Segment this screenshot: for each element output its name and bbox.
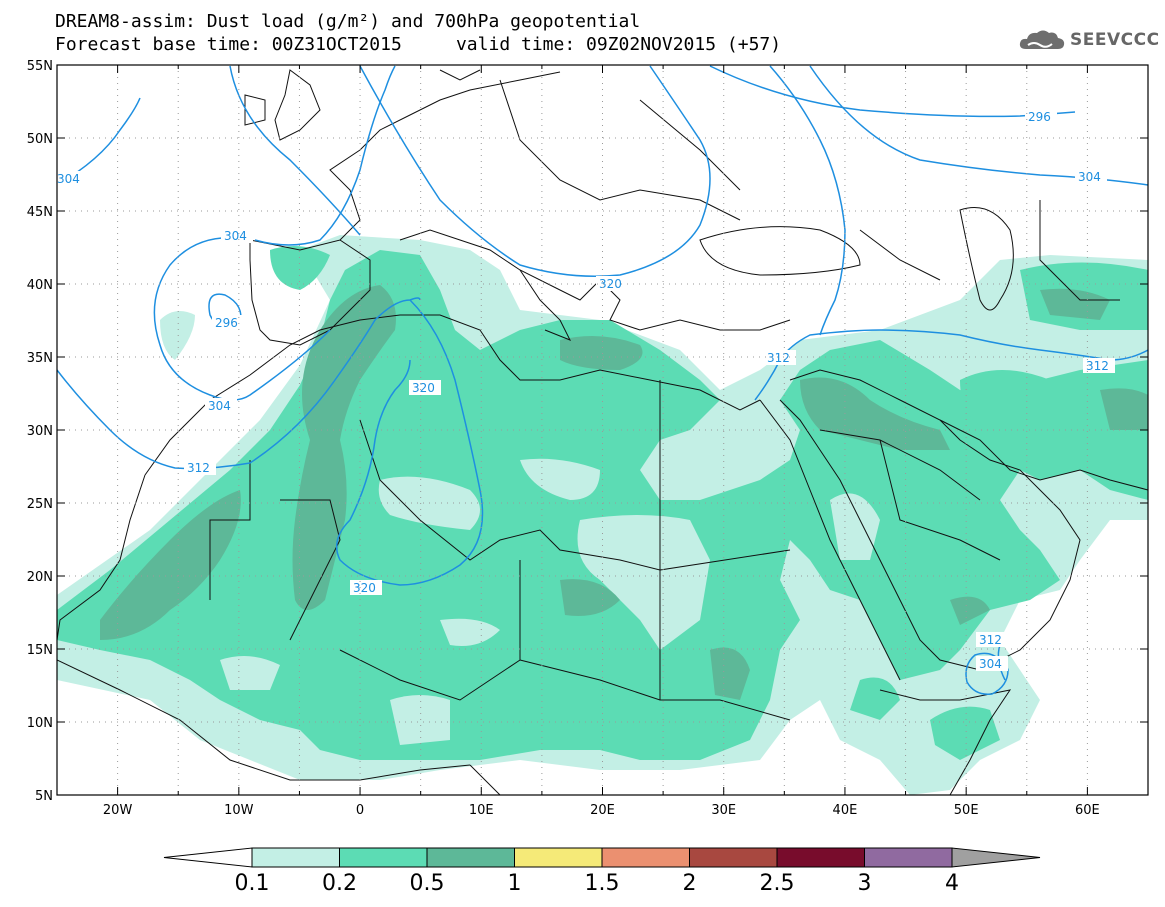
colorbar-tick-label: 1 (507, 871, 522, 896)
lon-label: 0 (356, 803, 364, 818)
contour-label: 320 (412, 381, 435, 395)
colorbar-tick-label: 1.5 (584, 871, 620, 896)
map-subtitle: Forecast base time: 00Z31OCT2015 valid t… (55, 35, 781, 55)
contour-label: 320 (599, 277, 622, 291)
colorbar-segment (951, 847, 1041, 868)
colorbar-tick-label: 0.1 (234, 871, 270, 896)
colorbar-segment (864, 847, 953, 868)
contour-label: 304 (224, 229, 247, 243)
contour-label: 296 (215, 316, 238, 330)
base-time: Forecast base time: 00Z31OCT2015 (55, 34, 402, 55)
colorbar-tick-label: 0.5 (409, 871, 445, 896)
contour-label: 304 (57, 172, 80, 186)
colorbar-tick-label: 2.5 (759, 871, 795, 896)
lon-label: 30E (711, 803, 736, 818)
lat-label: 45N (27, 205, 53, 220)
lon-label: 20W (103, 803, 133, 818)
colorbar-segment (776, 847, 865, 868)
lat-label: 40N (27, 278, 53, 293)
lat-label: 20N (27, 570, 53, 585)
logo-text: SEEVCCC (1070, 30, 1160, 50)
colorbar-segment (514, 847, 603, 868)
valid-time: valid time: 09Z02NOV2015 (+57) (455, 34, 782, 55)
lat-label: 50N (27, 132, 53, 147)
seevccc-logo: SEEVCCC (1018, 26, 1160, 54)
map-title: DREAM8-assim: Dust load (g/m²) and 700hP… (55, 11, 641, 32)
colorbar-segment (601, 847, 690, 868)
colorbar-segment (426, 847, 515, 868)
lat-label: 55N (27, 59, 53, 74)
contour-label: 296 (1028, 110, 1051, 124)
colorbar-tick-label: 2 (682, 871, 697, 896)
lon-label: 10W (224, 803, 254, 818)
contour-labels: 296 304 304 296 304 312 320 320 312 312 … (57, 110, 1109, 671)
contour-label: 312 (767, 351, 790, 365)
contour-label: 312 (1086, 359, 1109, 373)
lat-label: 15N (27, 643, 53, 658)
lon-label: 60E (1075, 803, 1100, 818)
cloud-icon (1019, 30, 1065, 49)
lat-label: 25N (27, 497, 53, 512)
lat-label: 5N (35, 789, 53, 804)
colorbar-tick-label: 0.2 (322, 871, 357, 896)
colorbar (163, 847, 1041, 868)
contour-label: 312 (187, 461, 210, 475)
contour-label: 304 (1078, 170, 1101, 184)
lon-label: 10E (469, 803, 494, 818)
lat-label: 30N (27, 424, 53, 439)
contour-label: 312 (979, 633, 1002, 647)
coastlines (57, 69, 1148, 795)
colorbar-segment (689, 847, 778, 868)
contour-label: 304 (979, 657, 1002, 671)
colorbar-tick-label: 4 (945, 871, 959, 896)
lat-label: 10N (27, 716, 53, 731)
lat-label: 35N (27, 351, 53, 366)
lon-label: 20E (590, 803, 615, 818)
lon-label: 50E (954, 803, 979, 818)
colorbar-segment (163, 847, 253, 868)
lon-label: 40E (833, 803, 858, 818)
colorbar-segment (339, 847, 428, 868)
colorbar-segment (251, 847, 340, 868)
contour-label: 320 (353, 581, 376, 595)
contour-label: 304 (208, 399, 231, 413)
colorbar-tick-label: 3 (857, 871, 872, 896)
